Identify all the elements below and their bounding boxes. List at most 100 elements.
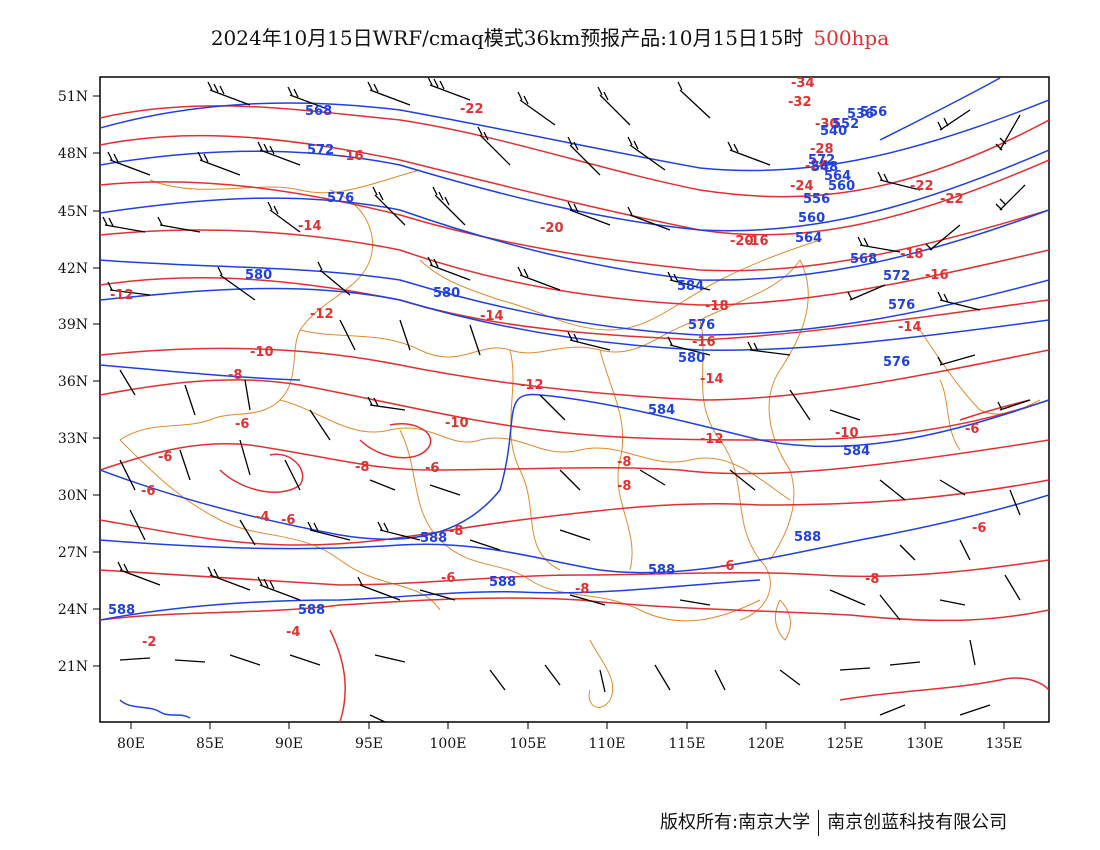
wind-barb — [1009, 489, 1021, 516]
wind-barb — [937, 109, 971, 131]
wind-barb — [829, 589, 866, 606]
wind-barb — [879, 704, 906, 716]
lon-label: 85E — [196, 736, 224, 752]
temp-label: -28 — [810, 142, 834, 157]
height-label: 584 — [677, 279, 704, 294]
wind-barb — [544, 664, 561, 686]
temp-label: -6 — [972, 521, 986, 536]
wind-barb — [517, 91, 556, 126]
wind-barb — [489, 669, 506, 691]
wind-barb — [369, 714, 386, 722]
border-line — [299, 259, 801, 358]
lon-label: 115E — [669, 736, 706, 752]
wind-barb — [357, 576, 401, 601]
isotherm — [100, 229, 1049, 306]
temp-label: -6 — [965, 422, 979, 437]
title-level: 500hpa — [813, 26, 890, 50]
footer-separator — [818, 810, 820, 836]
title-main: 2024年10月15日WRF/cmaq模式36km预报产品:10月15日15时 — [210, 26, 804, 50]
lat-label: 39N — [58, 317, 88, 333]
wind-barb — [217, 266, 256, 301]
temp-label: -12 — [310, 307, 334, 322]
isoheight — [100, 494, 1049, 574]
height-label: 572 — [808, 153, 835, 168]
temp-label: -14 — [898, 320, 922, 335]
temp-label: -12 — [700, 432, 724, 447]
temp-label: -18 — [900, 247, 924, 262]
height-label: 588 — [489, 575, 516, 590]
wind-barb — [197, 151, 241, 176]
height-label: 584 — [843, 444, 870, 459]
temp-label: -24 — [790, 179, 814, 194]
isoheight — [100, 364, 301, 381]
wind-barb — [284, 459, 301, 491]
wind-barb — [157, 216, 201, 233]
lon-label: 135E — [986, 736, 1023, 752]
temp-label: -6 — [425, 461, 439, 476]
wind-barb — [107, 151, 151, 176]
wind-barb — [339, 319, 356, 351]
wind-barb — [1004, 574, 1021, 601]
height-label: 588 — [108, 603, 135, 618]
temp-label: -30 — [815, 117, 839, 132]
temp-label: -14 — [480, 309, 504, 324]
lat-label: 21N — [58, 659, 88, 675]
height-label: 576 — [883, 355, 910, 370]
lon-label: 80E — [117, 736, 145, 752]
isotherm — [100, 479, 1049, 546]
wind-barb — [309, 409, 331, 441]
border-line — [599, 349, 633, 571]
wind-barb — [367, 396, 406, 411]
lat-axis: 51N 48N 45N 42N 39N 36N 33N 30N 27N 24N … — [58, 89, 100, 675]
wind-barb — [829, 409, 861, 421]
copyright-owner: 版权所有:南京大学 — [660, 812, 811, 833]
wind-barb — [879, 594, 901, 621]
wind-barb — [174, 659, 206, 663]
lat-label: 42N — [58, 261, 88, 277]
height-label: 552 — [832, 117, 859, 132]
isotherm — [219, 453, 304, 493]
wind-barb — [877, 171, 921, 191]
border-line — [399, 429, 761, 622]
wind-barb — [959, 539, 971, 561]
wind-barb — [179, 449, 191, 481]
wind-barb — [257, 141, 301, 166]
wind-barb — [257, 576, 301, 601]
height-label: 588 — [298, 603, 325, 618]
wind-barb — [239, 439, 251, 476]
wind-barb — [427, 256, 471, 281]
isotherm — [100, 379, 1049, 441]
temp-label: -26 — [805, 159, 829, 174]
wind-barb — [469, 539, 501, 551]
temp-label: -22 — [460, 102, 484, 117]
wind-barb — [727, 141, 771, 166]
wind-barb — [899, 544, 916, 561]
temp-label: -32 — [788, 95, 812, 110]
wind-barb — [679, 599, 711, 606]
isoheight — [879, 77, 1001, 141]
wind-barb — [937, 354, 976, 366]
wind-barb — [119, 369, 136, 396]
border-line — [939, 379, 961, 451]
wind-barb — [569, 594, 606, 606]
height-contours — [100, 77, 1049, 719]
wind-barb — [517, 266, 561, 291]
height-label: 568 — [850, 252, 877, 267]
isotherm — [100, 277, 1049, 341]
wind-barb — [839, 667, 871, 671]
isotherm — [100, 181, 1049, 272]
lon-label: 120E — [748, 736, 785, 752]
wind-barb — [639, 469, 666, 486]
temp-label: -8 — [449, 524, 463, 539]
wind-barb — [419, 589, 456, 601]
height-label: 560 — [828, 179, 855, 194]
height-label: 588 — [794, 530, 821, 545]
wind-barb — [654, 664, 671, 691]
border-line — [768, 259, 809, 561]
temp-label: -8 — [865, 572, 879, 587]
wind-barb — [995, 184, 1026, 211]
isoheight — [100, 149, 1049, 232]
wind-barb — [627, 206, 671, 231]
lat-label: 27N — [58, 545, 88, 561]
